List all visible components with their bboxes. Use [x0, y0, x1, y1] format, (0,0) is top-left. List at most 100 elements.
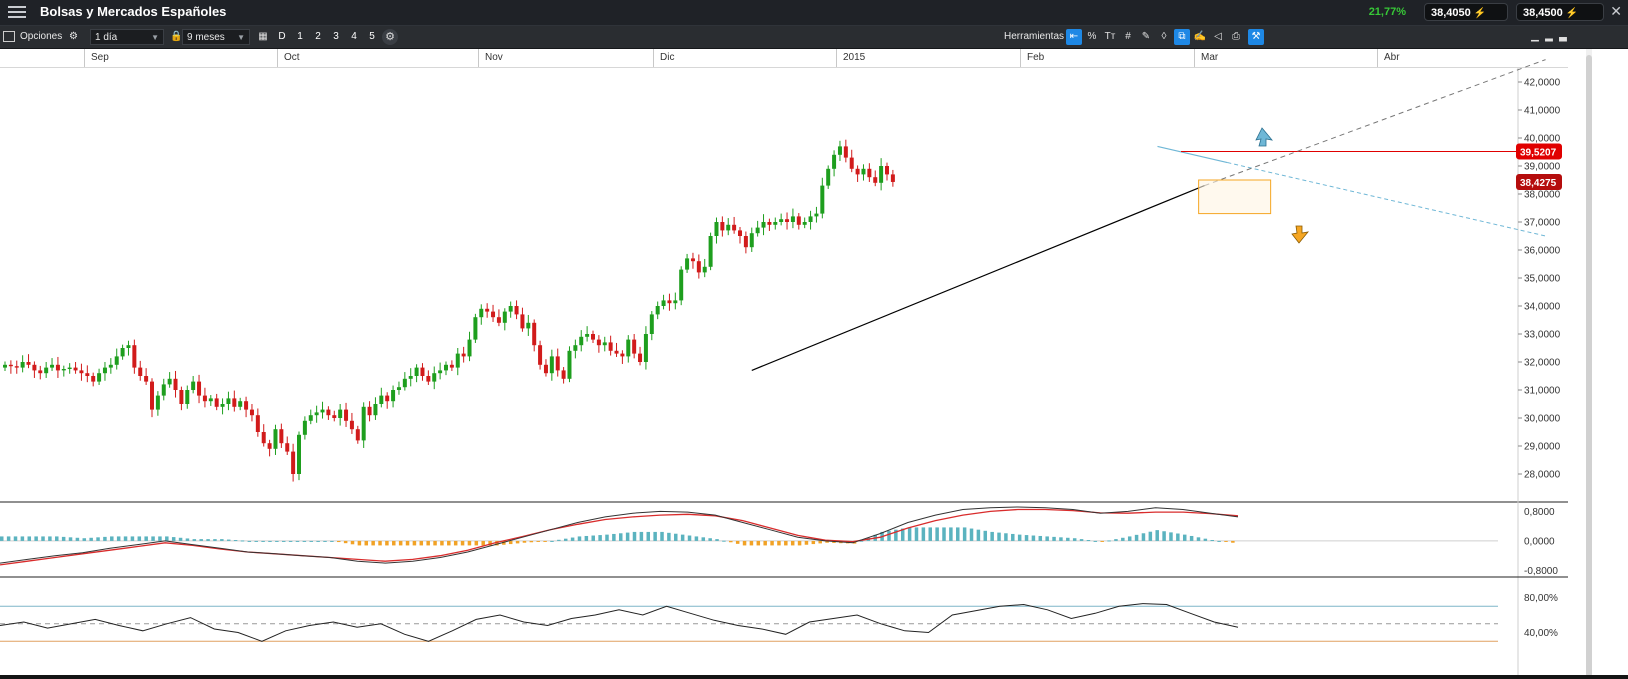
- tool-percent-icon[interactable]: %: [1087, 31, 1097, 42]
- candle-body: [50, 364, 55, 368]
- macd-histogram-bar: [96, 537, 100, 541]
- macd-histogram-bar: [639, 531, 644, 541]
- scrollbar-thumb[interactable]: [1586, 55, 1592, 677]
- price-tick-label: 29,0000: [1524, 442, 1561, 453]
- macd-histogram-bar: [811, 540, 816, 545]
- candle-body: [226, 398, 231, 404]
- tool-crosshair-icon[interactable]: ⇤: [1066, 29, 1082, 45]
- macd-histogram-bar: [199, 539, 203, 541]
- tool-eraser-icon[interactable]: ◁: [1214, 31, 1222, 42]
- candle-body: [214, 398, 219, 407]
- macd-histogram-bar: [206, 539, 210, 541]
- period-1[interactable]: 1: [297, 31, 303, 42]
- macd-histogram-bar: [1176, 533, 1180, 541]
- tools-label: Herramientas: [1004, 31, 1065, 42]
- candle-body: [591, 334, 595, 340]
- tool-marker-icon[interactable]: ◊: [1161, 31, 1167, 42]
- macd-histogram-bar: [928, 527, 932, 541]
- macd-histogram-bar: [1052, 536, 1056, 541]
- options-menu[interactable]: Opciones ⚙: [3, 26, 78, 48]
- candle-body: [702, 266, 707, 273]
- macd-histogram-bar: [68, 537, 73, 541]
- macd-histogram-bar: [467, 540, 472, 546]
- macd-histogram-bar: [343, 540, 348, 544]
- buy-price-button[interactable]: 38,4500 ⚡: [1516, 3, 1604, 21]
- period-3[interactable]: 3: [333, 31, 339, 42]
- sell-price-button[interactable]: 38,4050 ⚡: [1424, 3, 1508, 21]
- macd-histogram-bar: [268, 540, 272, 542]
- chart-canvas[interactable]: 42,000041,000040,000039,000038,000037,00…: [0, 0, 1568, 679]
- macd-histogram-bar: [742, 540, 747, 546]
- candle-body: [726, 224, 731, 231]
- month-label: Sep: [84, 49, 109, 67]
- tool-print-icon[interactable]: ⎙: [1232, 31, 1240, 42]
- candle-body: [790, 216, 795, 222]
- list-icon: [3, 30, 15, 42]
- macd-histogram-bar: [1093, 540, 1098, 542]
- hamburger-menu-icon[interactable]: [6, 3, 28, 21]
- macd-histogram-bar: [722, 540, 726, 542]
- tool-pencil-icon[interactable]: ✎: [1141, 31, 1151, 42]
- price-tick-label: 40,0000: [1524, 134, 1561, 145]
- period-4[interactable]: 4: [351, 31, 357, 42]
- tool-grid-icon[interactable]: #: [1125, 31, 1131, 42]
- macd-histogram-bar: [557, 539, 561, 541]
- tool-draw-icon[interactable]: ✍: [1193, 31, 1207, 42]
- macd-histogram-bar: [116, 536, 121, 541]
- period-5[interactable]: 5: [369, 31, 375, 42]
- down-arrow-icon: ⚡: [1473, 8, 1487, 19]
- macd-histogram-bar: [226, 539, 231, 541]
- candle-body: [837, 146, 842, 155]
- drawing-overlays[interactable]: [751, 59, 1546, 371]
- tool-layers-icon[interactable]: ⧉: [1174, 29, 1190, 45]
- period-d[interactable]: D: [278, 31, 286, 42]
- lock-icon[interactable]: 🔒: [170, 31, 183, 42]
- oscillator-panel: 80,00% 40,00%: [0, 593, 1558, 642]
- candle-body: [191, 381, 196, 390]
- projection-line: [1204, 59, 1546, 187]
- macd-histogram-bar: [921, 527, 926, 541]
- close-icon[interactable]: ✕: [1610, 3, 1622, 19]
- candle-body: [732, 224, 737, 231]
- macd-tick-label: 0,0000: [1524, 536, 1555, 547]
- candle-body: [449, 364, 454, 368]
- period-2[interactable]: 2: [315, 31, 321, 42]
- macd-histogram-bar: [825, 540, 829, 543]
- macd-line: [0, 506, 1239, 564]
- tool-indicators-icon[interactable]: ⚒: [1248, 29, 1264, 45]
- macd-histogram-bar: [818, 540, 822, 544]
- candle-body: [202, 395, 207, 402]
- macd-histogram-bar: [1217, 540, 1221, 542]
- maximize-icon[interactable]: ▃: [1559, 31, 1567, 42]
- calendar-icon[interactable]: ▦: [258, 31, 268, 42]
- range-select[interactable]: 9 meses ▼: [182, 29, 250, 45]
- tool-text-icon[interactable]: Tт: [1104, 31, 1116, 42]
- candle-body: [385, 395, 390, 402]
- macd-histogram-bar: [137, 536, 142, 541]
- candle-body: [579, 336, 584, 346]
- macd-histogram-bar: [1086, 540, 1091, 542]
- macd-histogram-bar: [887, 530, 891, 541]
- price-tick-label: 31,0000: [1524, 386, 1561, 397]
- chart-settings-gear-icon[interactable]: ⚙: [382, 29, 398, 45]
- candle-body: [867, 168, 872, 178]
- price-tick-label: 30,0000: [1524, 414, 1561, 425]
- macd-histogram-bar: [357, 540, 362, 546]
- candle-body: [643, 334, 648, 362]
- macd-histogram-bar: [302, 540, 307, 542]
- interval-select[interactable]: 1 día ▼: [90, 29, 164, 45]
- candle-body: [55, 364, 60, 371]
- minimize-icon[interactable]: ▁: [1531, 31, 1539, 42]
- vertical-scrollbar[interactable]: [1586, 49, 1592, 679]
- month-label: Mar: [1194, 49, 1218, 67]
- resistance-extension: [1227, 162, 1546, 237]
- macd-histogram-bar: [453, 540, 458, 546]
- macd-histogram-bar: [900, 528, 905, 541]
- candle-body: [820, 185, 825, 214]
- candle-body: [861, 168, 866, 175]
- candle-body: [320, 409, 325, 413]
- restore-icon[interactable]: ▂: [1545, 31, 1553, 42]
- candle-body: [3, 364, 7, 368]
- macd-histogram-bar: [41, 536, 45, 541]
- macd-histogram-bar: [61, 536, 66, 541]
